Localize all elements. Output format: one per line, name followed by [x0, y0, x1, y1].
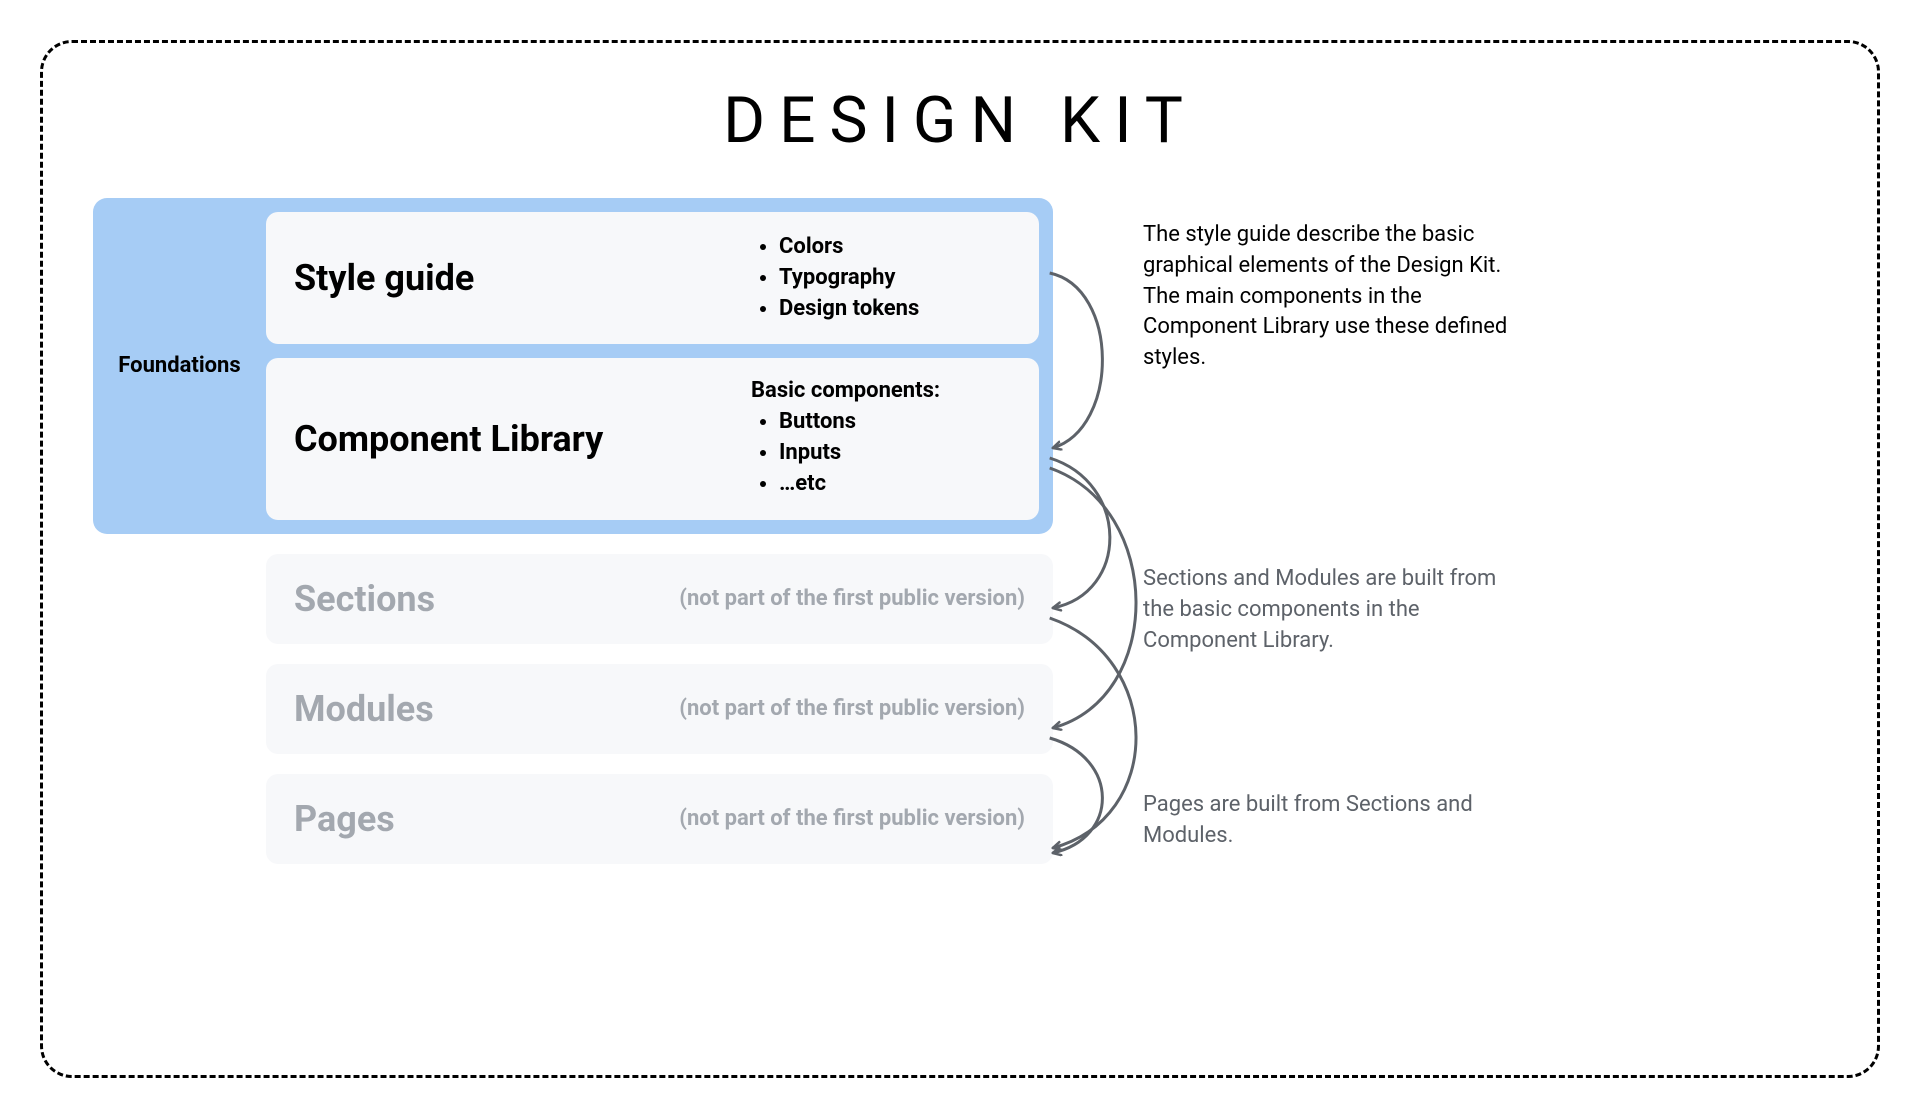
main-title: DESIGN KIT: [93, 83, 1827, 158]
modules-note: (not part of the first public version): [679, 696, 1025, 721]
list-item: Buttons: [779, 407, 1011, 438]
foundations-label: Foundations: [107, 353, 252, 378]
arrow-styleguide-to-complib: [1050, 273, 1103, 448]
list-item: …etc: [779, 469, 1011, 500]
component-library-list: Buttons Inputs …etc: [751, 407, 1011, 499]
component-library-list-heading: Basic components:: [751, 378, 1011, 403]
pages-card: Pages (not part of the first public vers…: [266, 774, 1053, 864]
pages-note: (not part of the first public version): [679, 806, 1025, 831]
annotation-3: Pages are built from Sections and Module…: [1143, 790, 1523, 852]
modules-card: Modules (not part of the first public ve…: [266, 664, 1053, 754]
left-column: Foundations Style guide Colors Typograph…: [93, 198, 1053, 864]
annotation-1: The style guide describe the basic graph…: [1143, 220, 1523, 374]
design-kit-frame: DESIGN KIT Foundations Style guide Color…: [40, 40, 1880, 1078]
style-guide-title: Style guide: [294, 257, 751, 299]
annotation-2: Sections and Modules are built from the …: [1143, 564, 1523, 656]
arrow-modules-to-pages: [1050, 738, 1103, 853]
lower-cards: Sections (not part of the first public v…: [93, 554, 1053, 864]
style-guide-list-wrap: Colors Typography Design tokens: [751, 232, 1011, 324]
component-library-list-wrap: Basic components: Buttons Inputs …etc: [751, 378, 1011, 499]
arrow-complib-to-modules: [1050, 468, 1136, 728]
modules-title: Modules: [294, 688, 679, 730]
content-row: Foundations Style guide Colors Typograph…: [93, 198, 1827, 1018]
list-item: Colors: [779, 232, 1011, 263]
foundations-inner: Style guide Colors Typography Design tok…: [266, 212, 1039, 520]
sections-note: (not part of the first public version): [679, 586, 1025, 611]
component-library-card: Component Library Basic components: Butt…: [266, 358, 1039, 519]
style-guide-list: Colors Typography Design tokens: [751, 232, 1011, 324]
foundations-box: Foundations Style guide Colors Typograph…: [93, 198, 1053, 534]
arrow-sections-to-pages: [1050, 618, 1136, 848]
sections-card: Sections (not part of the first public v…: [266, 554, 1053, 644]
list-item: Typography: [779, 263, 1011, 294]
sections-title: Sections: [294, 578, 679, 620]
list-item: Inputs: [779, 438, 1011, 469]
style-guide-card: Style guide Colors Typography Design tok…: [266, 212, 1039, 344]
arrow-complib-to-sections: [1050, 458, 1110, 608]
component-library-title: Component Library: [294, 418, 751, 460]
list-item: Design tokens: [779, 294, 1011, 325]
pages-title: Pages: [294, 798, 679, 840]
